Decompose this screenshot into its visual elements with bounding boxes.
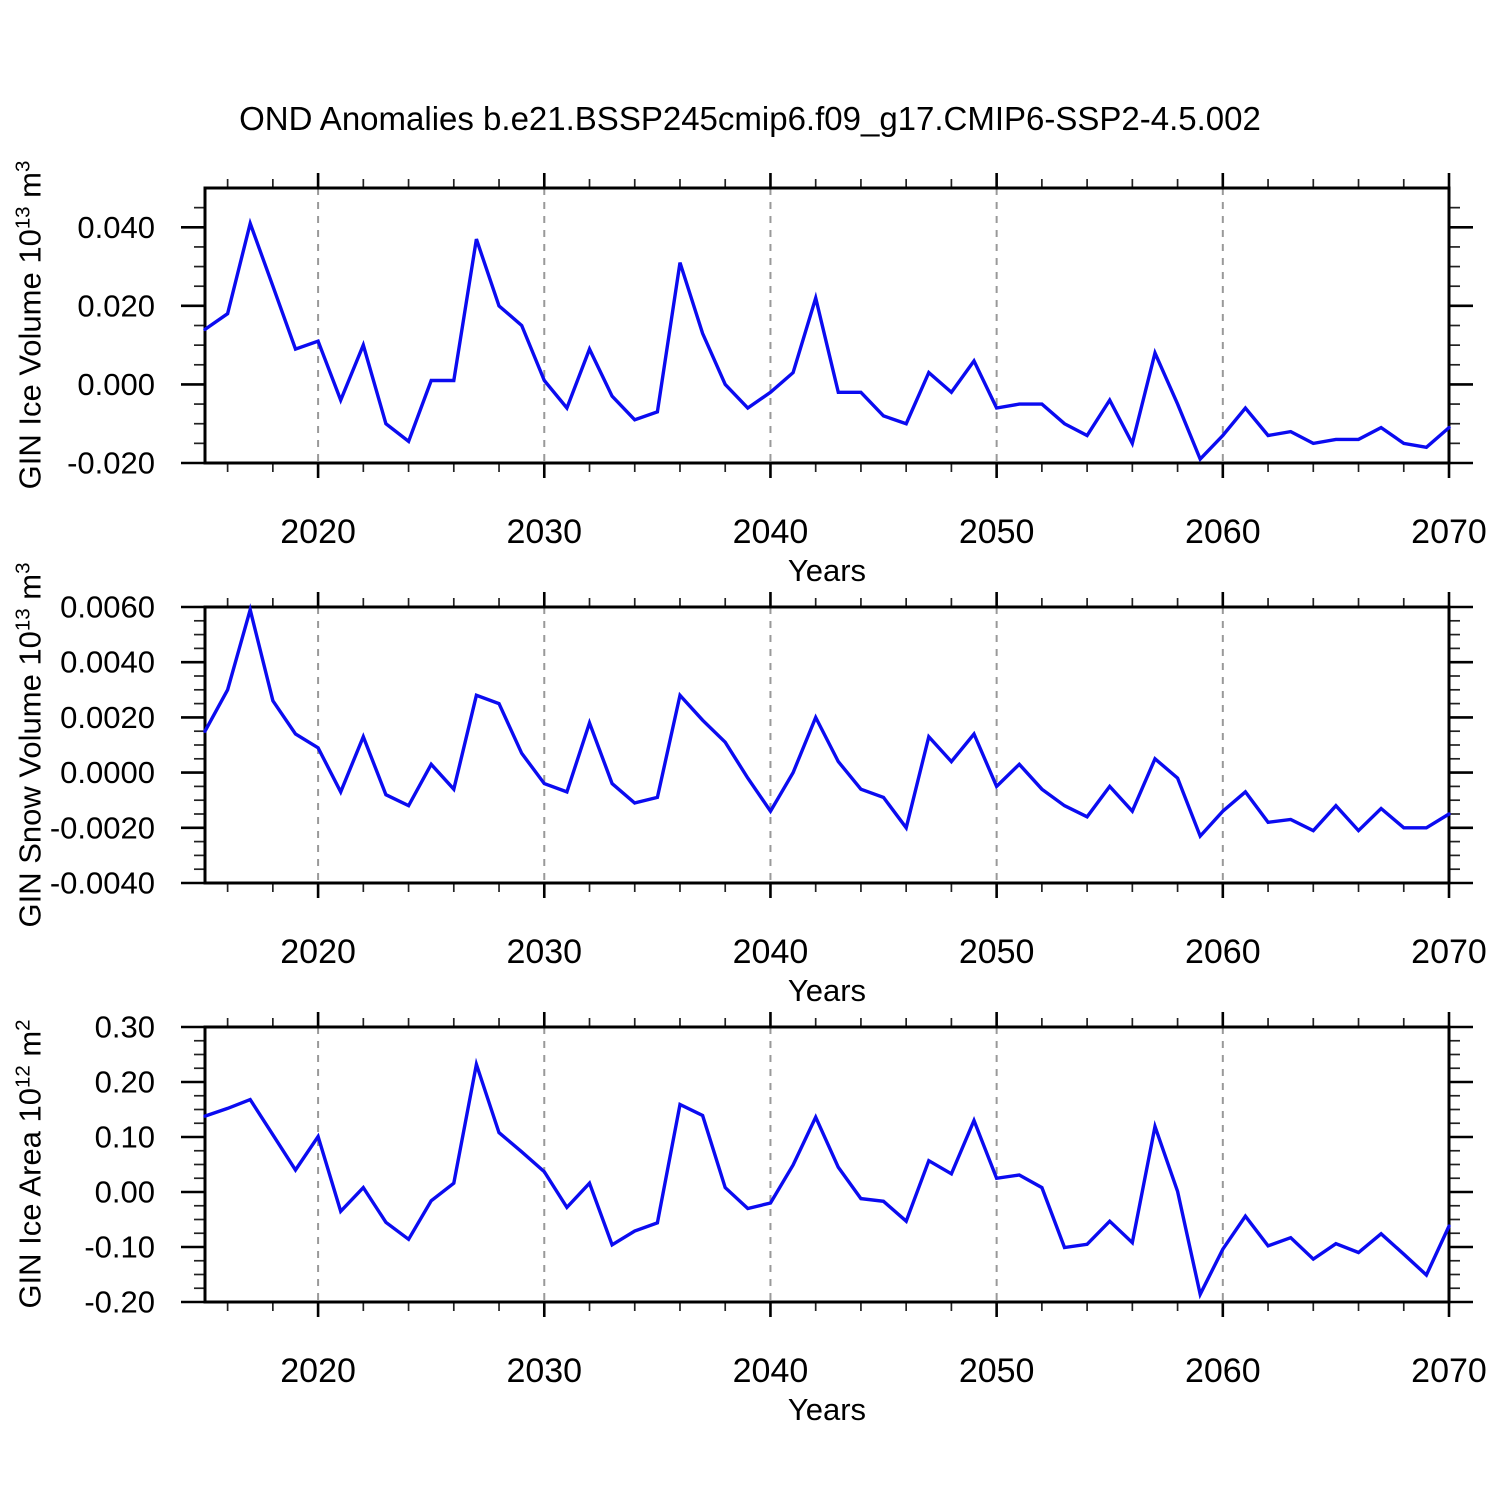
x-tick-label: 2030: [506, 1352, 582, 1390]
y-tick-label: -0.020: [67, 446, 155, 481]
x-tick-label: 2050: [959, 933, 1035, 971]
x-tick-label: 2020: [280, 513, 356, 551]
x-tick-label: 2060: [1185, 513, 1261, 551]
y-tick-label: 0.040: [77, 210, 155, 245]
plot-frame: [203, 186, 1451, 465]
y-tick-label: 0.20: [95, 1065, 155, 1100]
data-line-snow-volume: [203, 603, 1451, 840]
x-tick-label: 2030: [506, 933, 582, 971]
x-tick-label: 2050: [959, 1352, 1035, 1390]
tick-marks: [181, 592, 1473, 898]
y-tick-label: -0.20: [84, 1285, 155, 1320]
y-tick-label: -0.0040: [50, 866, 155, 901]
x-tick-label: 2040: [733, 1352, 809, 1390]
data-line-ice-volume: [203, 217, 1451, 463]
y-tick-label: 0.30: [95, 1010, 155, 1045]
x-tick-label: 2030: [506, 513, 582, 551]
y-tick-label: 0.0040: [60, 645, 155, 680]
y-tick-label: 0.000: [77, 367, 155, 402]
x-tick-label: 2060: [1185, 933, 1261, 971]
x-tick-label: 2040: [733, 513, 809, 551]
x-axis-title: Years: [788, 1392, 866, 1427]
y-tick-label: 0.00: [95, 1175, 155, 1210]
plot-frame: [203, 605, 1451, 885]
x-tick-label: 2050: [959, 513, 1035, 551]
chart-title: OND Anomalies b.e21.BSSP245cmip6.f09_g17…: [239, 100, 1261, 137]
chart-panel-ice-area: 0.30 0.20 0.10 0.00 -0.10 -0.20 2020 2030 2040 20…: [84, 1010, 1486, 1428]
x-tick-label: 2020: [280, 933, 356, 971]
x-tick-label: 2060: [1185, 1352, 1261, 1390]
y-tick-label: 0.0020: [60, 700, 155, 735]
y-tick-label: 0.020: [77, 288, 155, 323]
x-axis-title: Years: [788, 553, 866, 588]
y-tick-label: -0.10: [84, 1230, 155, 1265]
chart-panel-snow-volume: 0.0060 0.0040 0.0020 0.0000 -0.0020 -0.0040 20…: [50, 590, 1487, 1009]
x-axis-title: Years: [788, 973, 866, 1008]
x-tick-label: 2040: [733, 933, 809, 971]
plot-frame: [203, 1025, 1451, 1304]
y-tick-label: 0.0060: [60, 590, 155, 625]
y-tick-label: -0.0020: [50, 810, 155, 845]
y-tick-label: 0.0000: [60, 755, 155, 790]
y-tick-label: 0.10: [95, 1120, 155, 1155]
tick-marks: [181, 1012, 1473, 1317]
x-tick-label: 2070: [1411, 933, 1487, 971]
x-tick-label: 2070: [1411, 1352, 1487, 1390]
chart-panel-ice-volume: 0.040 0.020 0.000 -0.020 2020 2030 2040 2050 206…: [67, 173, 1487, 588]
x-tick-label: 2070: [1411, 513, 1487, 551]
x-tick-label: 2020: [280, 1352, 356, 1390]
data-line-ice-area: [203, 1057, 1451, 1300]
